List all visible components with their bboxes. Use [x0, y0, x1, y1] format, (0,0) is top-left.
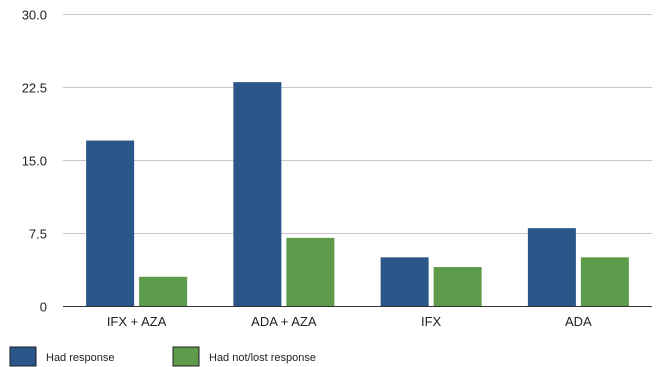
x-axis-category-labels: IFX + AZA ADA + AZA IFX ADA [107, 314, 592, 329]
legend: Had response Had not/lost response [9, 346, 316, 367]
bar-had-response-ifx [380, 257, 429, 306]
bar-had-response-ada-aza [233, 82, 282, 306]
legend-swatch [9, 346, 37, 367]
bar-had-not-lost-response-ada-aza [286, 237, 335, 306]
bar-had-not-lost-response-ifx [433, 267, 482, 306]
y-tick-label: 7.5 [29, 227, 47, 242]
legend-swatch [172, 346, 200, 367]
x-category-label: ADA + AZA [251, 314, 317, 329]
bars [86, 82, 629, 306]
y-tick-label: 22.5 [22, 81, 47, 96]
bar-had-not-lost-response-ifx-aza [139, 276, 188, 306]
x-category-label: ADA [565, 314, 592, 329]
x-category-label: IFX + AZA [107, 314, 167, 329]
legend-label: Had not/lost response [209, 352, 316, 364]
bar-had-not-lost-response-ada [580, 257, 629, 306]
legend-label: Had response [46, 352, 115, 364]
x-category-label: IFX [421, 314, 442, 329]
y-axis-tick-labels: 0 7.5 15.0 22.5 30.0 [22, 8, 47, 315]
y-tick-label: 30.0 [22, 8, 47, 23]
y-tick-label: 0 [40, 300, 47, 315]
bar-had-response-ada [527, 228, 576, 306]
bar-had-response-ifx-aza [86, 140, 135, 306]
y-tick-label: 15.0 [22, 154, 47, 169]
